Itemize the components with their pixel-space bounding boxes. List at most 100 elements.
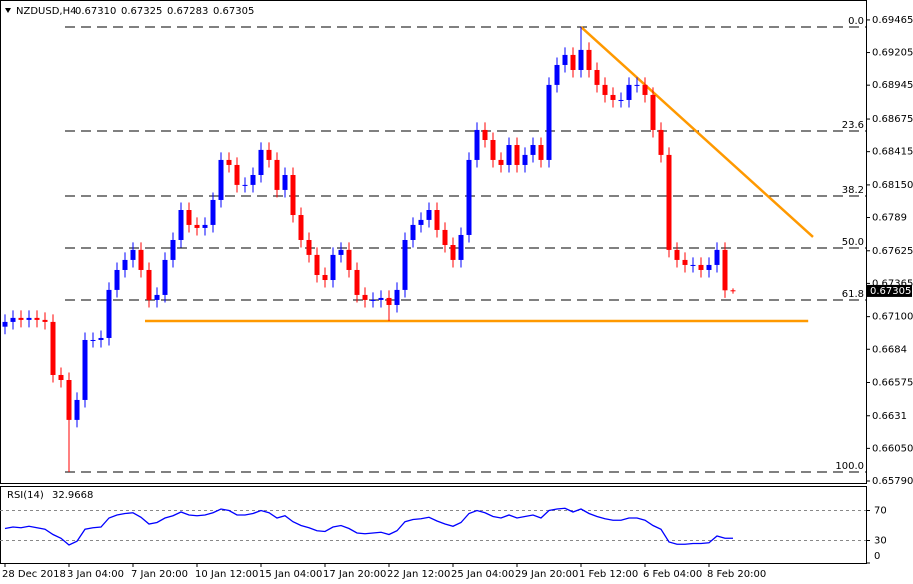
candle-body xyxy=(82,339,88,400)
trendline xyxy=(580,26,814,238)
header-value: 0.67305 xyxy=(213,6,254,17)
x-tick-label: 29 Jan 20:00 xyxy=(515,569,578,580)
candle-body xyxy=(714,249,720,265)
candle-body xyxy=(498,159,504,165)
candle-body xyxy=(698,264,704,270)
y-tick-label: 0.69205 xyxy=(872,48,913,59)
x-tick-label: 15 Jan 04:00 xyxy=(259,569,322,580)
rsi-title: RSI(14) xyxy=(7,490,44,501)
y-tick-label: 0.66050 xyxy=(872,443,913,454)
x-tick-label: 28 Dec 2018 xyxy=(2,569,66,580)
header-value: 0.67325 xyxy=(121,6,162,17)
rsi-tick-label: 0 xyxy=(874,551,880,562)
candle-body xyxy=(346,249,352,270)
fib-label: 23.6 xyxy=(842,120,864,131)
candle-body xyxy=(218,159,224,200)
candle-body xyxy=(586,49,592,70)
header-value: 0.67310 xyxy=(75,6,116,17)
candle-body xyxy=(674,249,680,260)
candle-body xyxy=(386,297,392,305)
candle-body xyxy=(66,380,72,420)
candle-body xyxy=(354,269,360,295)
candle-body xyxy=(274,159,280,190)
y-tick-label: 0.68415 xyxy=(872,147,913,158)
candle-body xyxy=(226,159,232,165)
candle-body xyxy=(306,239,312,255)
x-tick-label: 25 Jan 04:00 xyxy=(451,569,514,580)
y-tick-label: 0.68945 xyxy=(872,80,913,91)
candle-body xyxy=(530,145,536,155)
price-box xyxy=(867,284,912,297)
y-tick-label: 0.6631 xyxy=(872,411,907,422)
candle-body xyxy=(538,145,544,160)
candle-body xyxy=(178,210,184,240)
fib-label: 61.8 xyxy=(842,289,864,300)
rsi-line xyxy=(4,507,734,546)
candle-body xyxy=(410,224,416,240)
main-pane xyxy=(0,0,867,484)
candle-body xyxy=(394,289,400,305)
candle-body xyxy=(42,319,48,322)
candle-body xyxy=(298,215,304,240)
x-tick-label: 22 Jan 12:00 xyxy=(387,569,450,580)
candle-body xyxy=(202,224,208,228)
candle-body xyxy=(106,289,112,338)
candle-body xyxy=(74,399,80,420)
candle-body xyxy=(2,321,8,327)
candle-body xyxy=(458,234,464,260)
candle-body xyxy=(282,175,288,190)
y-tick-label: 0.65790 xyxy=(872,476,913,487)
candle-body xyxy=(114,269,120,290)
candle-body xyxy=(474,129,480,160)
candle-body xyxy=(514,145,520,165)
candle-body xyxy=(194,224,200,228)
candle-body xyxy=(258,149,264,175)
candle-body xyxy=(658,129,664,155)
candle-body xyxy=(506,145,512,165)
rsi-tick-label: 30 xyxy=(874,536,887,547)
candle-body xyxy=(170,239,176,260)
candle-body xyxy=(594,69,600,85)
rsi-value: 32.9668 xyxy=(52,490,93,501)
candle-body xyxy=(682,259,688,265)
y-tick-label: 0.67100 xyxy=(872,312,913,323)
x-tick-label: 10 Jan 12:00 xyxy=(195,569,258,580)
candle-body xyxy=(322,274,328,281)
candle-body xyxy=(610,94,616,100)
candle-body xyxy=(722,249,728,291)
candle-body xyxy=(634,84,640,86)
fib-label: 38.2 xyxy=(842,185,864,196)
candle-body xyxy=(250,175,256,185)
candle-body xyxy=(626,84,632,100)
candle-body xyxy=(234,164,240,185)
candle-body xyxy=(154,294,160,300)
candle-body xyxy=(162,259,168,295)
candle-body xyxy=(690,264,696,266)
fib-label: 50.0 xyxy=(842,237,864,248)
candle-body xyxy=(450,245,456,260)
price-box-label: 0.67305 xyxy=(870,286,911,297)
candle-body xyxy=(186,210,192,225)
candle-body xyxy=(122,259,128,270)
candle-body xyxy=(34,317,40,320)
header-value: 0.67283 xyxy=(167,6,208,17)
candle-body xyxy=(642,84,648,95)
candle-body xyxy=(554,64,560,85)
candle-body xyxy=(146,269,152,300)
candle-body xyxy=(482,129,488,140)
y-tick-label: 0.68150 xyxy=(872,180,913,191)
y-tick-label: 0.66575 xyxy=(872,378,913,389)
candle-body xyxy=(50,321,56,375)
y-tick-label: 0.68675 xyxy=(872,114,913,125)
candle-body xyxy=(618,99,624,101)
candle-body xyxy=(418,219,424,225)
candle-body xyxy=(90,339,96,341)
candle-body xyxy=(330,254,336,281)
candle-body xyxy=(314,254,320,275)
candle-body xyxy=(402,239,408,290)
candle-body xyxy=(26,317,32,320)
candle-body xyxy=(58,374,64,381)
candle-body xyxy=(338,249,344,255)
candle-body xyxy=(434,210,440,230)
